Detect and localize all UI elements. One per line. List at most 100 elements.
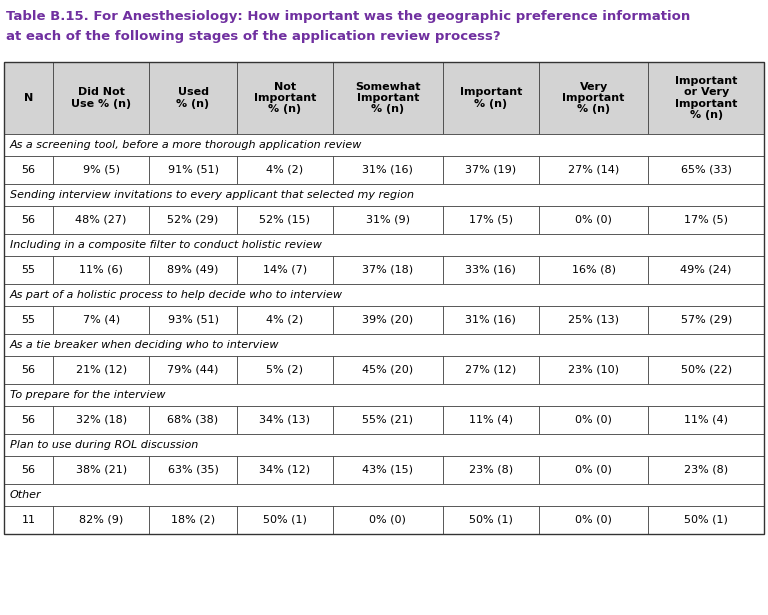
- Bar: [149, 356, 237, 384]
- Text: 55: 55: [22, 315, 35, 325]
- Bar: [4, 484, 764, 506]
- Bar: [237, 156, 333, 184]
- Bar: [4, 334, 764, 356]
- Text: 49% (24): 49% (24): [680, 265, 732, 275]
- Bar: [539, 456, 648, 484]
- Text: 9% (5): 9% (5): [83, 165, 120, 175]
- Text: 45% (20): 45% (20): [362, 365, 413, 375]
- Text: 17% (5): 17% (5): [468, 215, 513, 225]
- Bar: [539, 156, 648, 184]
- Text: 0% (0): 0% (0): [575, 415, 612, 425]
- Text: 11% (4): 11% (4): [468, 415, 513, 425]
- Bar: [237, 356, 333, 384]
- Bar: [4, 384, 764, 406]
- Text: 56: 56: [22, 365, 35, 375]
- Bar: [237, 206, 333, 234]
- Bar: [4, 456, 53, 484]
- Bar: [237, 256, 333, 284]
- Bar: [149, 506, 237, 534]
- Text: 39% (20): 39% (20): [362, 315, 413, 325]
- Text: 65% (33): 65% (33): [680, 165, 732, 175]
- Bar: [442, 206, 539, 234]
- Text: 11: 11: [22, 515, 35, 525]
- Text: 48% (27): 48% (27): [75, 215, 127, 225]
- Text: 50% (1): 50% (1): [263, 515, 307, 525]
- Bar: [539, 406, 648, 434]
- Bar: [4, 356, 53, 384]
- Text: 0% (0): 0% (0): [575, 215, 612, 225]
- Text: 16% (8): 16% (8): [571, 265, 616, 275]
- Text: Table B.15. For Anesthesiology: How important was the geographic preference info: Table B.15. For Anesthesiology: How impo…: [6, 10, 690, 23]
- Text: 50% (22): 50% (22): [680, 365, 732, 375]
- Text: Other: Other: [10, 490, 41, 500]
- Bar: [442, 456, 539, 484]
- Text: 11% (4): 11% (4): [684, 415, 728, 425]
- Bar: [333, 156, 442, 184]
- Bar: [149, 306, 237, 334]
- Text: 50% (1): 50% (1): [684, 515, 728, 525]
- Bar: [149, 406, 237, 434]
- Bar: [4, 62, 764, 534]
- Text: 0% (0): 0% (0): [575, 465, 612, 475]
- Text: 0% (0): 0% (0): [575, 515, 612, 525]
- Text: 18% (2): 18% (2): [171, 515, 215, 525]
- Bar: [4, 406, 53, 434]
- Text: 14% (7): 14% (7): [263, 265, 307, 275]
- Text: 0% (0): 0% (0): [369, 515, 406, 525]
- Bar: [442, 156, 539, 184]
- Bar: [333, 62, 442, 134]
- Bar: [333, 306, 442, 334]
- Text: 93% (51): 93% (51): [167, 315, 219, 325]
- Bar: [442, 406, 539, 434]
- Text: 43% (15): 43% (15): [362, 465, 413, 475]
- Text: To prepare for the interview: To prepare for the interview: [10, 390, 165, 400]
- Bar: [333, 506, 442, 534]
- Bar: [4, 234, 764, 256]
- Text: 21% (12): 21% (12): [75, 365, 127, 375]
- Bar: [442, 306, 539, 334]
- Text: 55% (21): 55% (21): [362, 415, 413, 425]
- Text: 27% (14): 27% (14): [568, 165, 619, 175]
- Text: 34% (12): 34% (12): [260, 465, 310, 475]
- Text: 38% (21): 38% (21): [75, 465, 127, 475]
- Text: 91% (51): 91% (51): [167, 165, 219, 175]
- Bar: [648, 406, 764, 434]
- Text: Used
% (n): Used % (n): [177, 87, 210, 109]
- Text: 23% (10): 23% (10): [568, 365, 619, 375]
- Text: Sending interview invitations to every applicant that selected my region: Sending interview invitations to every a…: [10, 190, 414, 200]
- Bar: [149, 206, 237, 234]
- Text: 17% (5): 17% (5): [684, 215, 728, 225]
- Bar: [53, 62, 149, 134]
- Text: Somewhat
Important
% (n): Somewhat Important % (n): [355, 82, 421, 114]
- Bar: [333, 406, 442, 434]
- Text: Important
% (n): Important % (n): [459, 87, 522, 109]
- Bar: [333, 356, 442, 384]
- Bar: [149, 156, 237, 184]
- Bar: [4, 284, 764, 306]
- Text: 56: 56: [22, 415, 35, 425]
- Text: 5% (2): 5% (2): [266, 365, 303, 375]
- Bar: [4, 184, 764, 206]
- Text: Not
Important
% (n): Not Important % (n): [253, 82, 316, 114]
- Text: 89% (49): 89% (49): [167, 265, 219, 275]
- Bar: [53, 256, 149, 284]
- Bar: [149, 456, 237, 484]
- Text: 31% (9): 31% (9): [366, 215, 410, 225]
- Bar: [4, 434, 764, 456]
- Bar: [237, 406, 333, 434]
- Text: 11% (6): 11% (6): [79, 265, 123, 275]
- Text: 56: 56: [22, 165, 35, 175]
- Bar: [648, 356, 764, 384]
- Text: 32% (18): 32% (18): [75, 415, 127, 425]
- Bar: [333, 456, 442, 484]
- Bar: [442, 62, 539, 134]
- Bar: [539, 356, 648, 384]
- Bar: [539, 256, 648, 284]
- Bar: [237, 506, 333, 534]
- Bar: [648, 506, 764, 534]
- Bar: [648, 256, 764, 284]
- Bar: [53, 156, 149, 184]
- Text: 79% (44): 79% (44): [167, 365, 219, 375]
- Text: Did Not
Use % (n): Did Not Use % (n): [71, 87, 131, 109]
- Bar: [237, 62, 333, 134]
